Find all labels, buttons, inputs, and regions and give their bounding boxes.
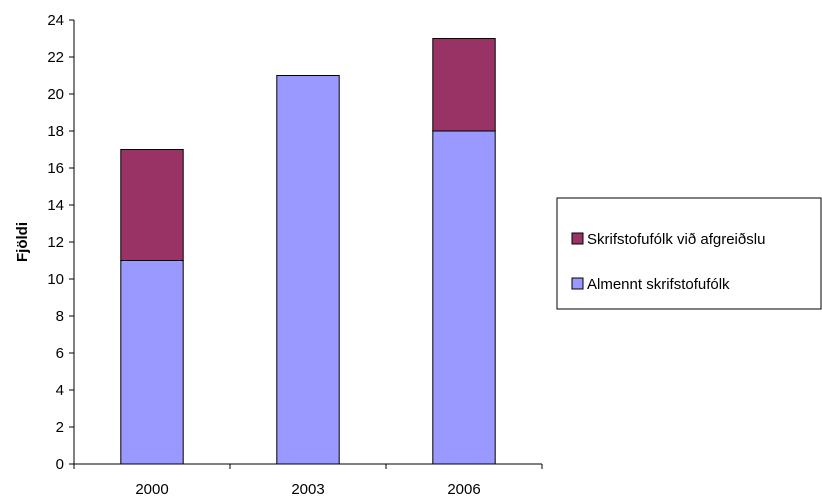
y-tick-label: 8 (56, 308, 64, 325)
bar-almennt-2000 (120, 260, 184, 465)
y-tick-label: 0 (56, 456, 64, 473)
bar-almennt-2003 (276, 75, 340, 465)
legend-swatch (571, 277, 584, 290)
y-tick-label: 18 (47, 123, 64, 140)
y-axis-title: Fjöldi (14, 222, 31, 262)
legend-box (556, 197, 822, 310)
y-tick-label: 12 (47, 234, 64, 251)
legend-label: Skrifstofufólk við afgreiðslu (587, 231, 765, 248)
x-tick-label: 2006 (447, 481, 480, 498)
x-tick-label: 2003 (291, 481, 324, 498)
y-tick-label: 20 (47, 86, 64, 103)
bar-almennt-2006 (432, 130, 496, 465)
y-tick-label: 16 (47, 160, 64, 177)
y-tick-label: 22 (47, 49, 64, 66)
bar-afgreidsla-2006 (432, 38, 496, 132)
y-tick-label: 14 (47, 197, 64, 214)
y-tick-label: 4 (56, 382, 64, 399)
legend-swatch (571, 232, 584, 245)
legend: Skrifstofufólk við afgreiðslu Almennt skr… (556, 197, 822, 310)
y-tick-label: 2 (56, 419, 64, 436)
bar-afgreidsla-2000 (120, 149, 184, 261)
y-tick-label: 24 (47, 12, 64, 29)
y-tick-label: 6 (56, 345, 64, 362)
y-tick-label: 10 (47, 271, 64, 288)
legend-label: Almennt skrifstofufólk (587, 276, 730, 293)
x-tick-label: 2000 (135, 481, 168, 498)
